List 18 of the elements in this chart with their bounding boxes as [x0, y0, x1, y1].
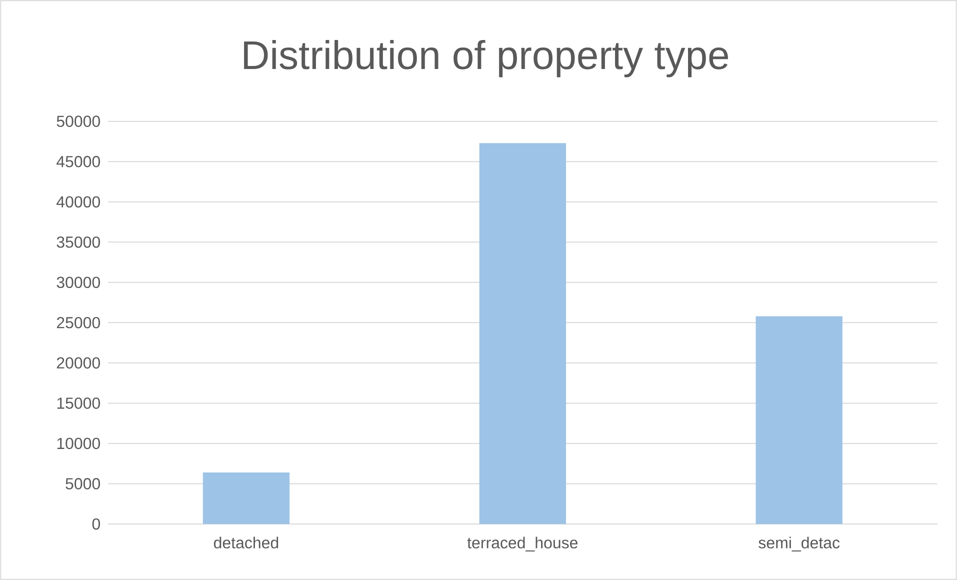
x-tick-label: terraced_house	[467, 536, 578, 552]
y-tick-label: 5000	[66, 478, 100, 490]
chart-title: Distribution of property type	[244, 40, 728, 78]
x-tick-label: semi_detac	[758, 536, 840, 552]
y-tick-label: 20000	[56, 357, 100, 369]
y-tick-label: 10000	[57, 438, 100, 450]
y-tick-label: 30000	[56, 276, 100, 288]
y-tick-label: 45000	[56, 156, 100, 168]
y-tick-label: 15000	[57, 398, 100, 409]
y-tick-label: 35000	[56, 236, 100, 248]
bar	[202, 472, 290, 524]
y-tick-label: 25000	[56, 316, 100, 328]
bar	[479, 143, 566, 524]
bar	[756, 316, 842, 524]
y-tick-label: 50000	[56, 116, 100, 127]
y-tick-label: 40000	[56, 196, 100, 208]
y-tick-label: 0	[92, 518, 100, 530]
x-tick-label: detached	[214, 536, 278, 548]
